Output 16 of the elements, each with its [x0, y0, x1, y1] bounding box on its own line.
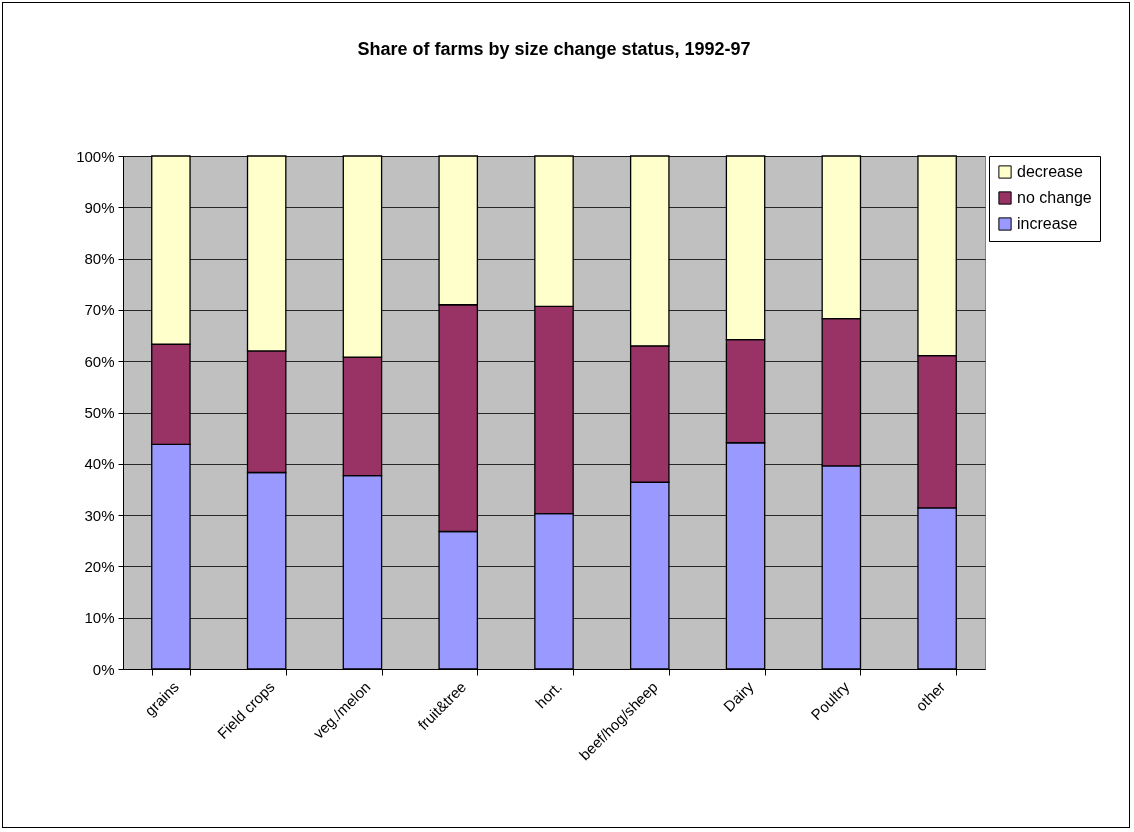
y-tick-label: 40% [84, 455, 115, 473]
y-tick-label: 70% [84, 301, 115, 319]
legend-label: no change [1017, 189, 1092, 206]
legend-label: increase [1017, 215, 1078, 232]
chart-title: Share of farms by size change status, 1992-97 [357, 39, 751, 59]
y-tick-label: 60% [84, 352, 115, 370]
y-tick-label: 90% [84, 198, 115, 216]
y-tick-label: 50% [84, 404, 115, 421]
y-tick-label: 10% [84, 609, 115, 627]
y-tick-label: 80% [84, 250, 115, 268]
y-tick-label: 30% [84, 506, 115, 524]
x-tick-label: hort. [531, 678, 566, 712]
y-tick-label: 0% [92, 660, 115, 678]
legend-label: decrease [1017, 163, 1083, 180]
y-tick-label: 20% [84, 557, 115, 575]
y-tick-label: 100% [76, 147, 115, 165]
